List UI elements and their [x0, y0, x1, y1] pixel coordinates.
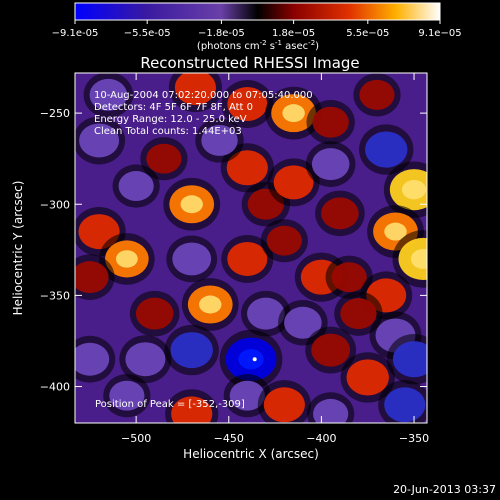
heatmap-blob — [75, 261, 109, 294]
heatmap-blob-core — [401, 179, 427, 200]
heatmap-blob — [340, 298, 377, 330]
heatmap-blob — [311, 333, 351, 367]
y-axis-ticks: −250 −300 −350 −400 — [40, 107, 427, 394]
chart-title: Reconstructed RHESSI Image — [140, 54, 359, 72]
heatmap-blob — [392, 341, 427, 378]
x-tick-label: −350 — [399, 432, 429, 445]
heatmap-blob — [109, 380, 145, 411]
heatmap-blob-core — [282, 104, 305, 123]
colorbar — [74, 2, 441, 21]
y-tick-label: −300 — [40, 198, 70, 211]
colorbar-tick-label: −5.5e-05 — [124, 28, 171, 39]
heatmap-blob — [201, 124, 238, 156]
info-line: 10-Aug-2004 07:02:20.000 to 07:05:40.000 — [94, 90, 313, 101]
heatmap-blob — [359, 79, 395, 110]
heatmap-blob — [266, 225, 302, 256]
info-line: Clean Total counts: 1.44E+03 — [94, 126, 242, 137]
heatmap-blob — [247, 297, 285, 330]
x-axis-label: Heliocentric X (arcsec) — [183, 447, 319, 461]
heatmap-blob — [89, 78, 128, 111]
heatmap-blob — [346, 359, 389, 396]
heatmap-blob — [172, 242, 212, 276]
heatmap-blob-core — [384, 222, 407, 241]
heatmap-blob — [227, 241, 268, 276]
info-line: Energy Range: 12.0 - 25.0 keV — [94, 114, 247, 125]
x-tick-label: −500 — [121, 432, 151, 445]
heatmap-blob — [226, 150, 268, 186]
heatmap-blob — [263, 387, 305, 423]
colorbar-unit-label: (photons cm-2 s-1 asec-2) — [197, 39, 319, 52]
y-tick-label: −350 — [40, 289, 70, 302]
heatmap-blob — [174, 73, 217, 106]
heatmap-blob-core — [115, 250, 138, 268]
peak-marker — [252, 357, 257, 362]
colorbar-tick-label: −9.1e-05 — [52, 28, 99, 39]
x-tick-label: −450 — [214, 432, 244, 445]
x-axis-ticks: −500 −450 −400 −350 — [121, 73, 429, 445]
heatmap-blob — [321, 197, 359, 230]
heatmap-blob — [79, 123, 120, 158]
date-stamp: 20-Jun-2013 03:37 — [393, 483, 496, 496]
observation-info: 10-Aug-2004 07:02:20.000 to 07:05:40.000… — [94, 90, 313, 137]
colorbar-tick-label: 1.8e−05 — [272, 28, 315, 39]
heatmap-blob — [171, 396, 213, 423]
y-axis-label: Heliocentric Y (arcsec) — [11, 181, 25, 316]
heatmap-blob-core — [180, 195, 203, 214]
peak-position-label: Position of Peak = [-352,-309] — [95, 399, 245, 410]
heatmap-blob — [135, 297, 174, 330]
colorbar-tick-label: 5.5e−05 — [346, 28, 389, 39]
heatmap-blob — [170, 332, 213, 369]
heatmap-blob — [125, 342, 166, 377]
heatmap-blob-core — [238, 349, 264, 370]
heatmap-image — [75, 73, 427, 423]
y-tick-label: −250 — [40, 107, 70, 120]
heatmap-blob — [146, 143, 182, 174]
heatmap-blob — [229, 380, 265, 411]
heatmap-blob — [313, 398, 349, 423]
heatmap-blob — [284, 306, 322, 339]
colorbar-ticks: −9.1e-05 −5.5e-05 −1.8e-05 1.8e−05 5.5e−05 9.… — [52, 20, 462, 39]
colorbar-tick-label: 9.1e−05 — [418, 28, 461, 39]
heatmap-blob — [75, 342, 110, 376]
heatmap-blob — [227, 86, 268, 121]
colorbar-tick-label: −1.8e-05 — [198, 28, 245, 39]
y-tick-label: −400 — [40, 381, 70, 394]
heatmap-blob — [312, 106, 349, 138]
x-tick-label: −400 — [306, 432, 336, 445]
heatmap-blob-core — [199, 295, 222, 314]
info-line: Detectors: 4F 5F 6F 7F 8F, Att 0 — [94, 102, 253, 113]
heatmap-blob — [273, 165, 314, 200]
heatmap-blob — [365, 131, 408, 168]
plot-frame — [74, 72, 428, 424]
heatmap-blob — [331, 262, 367, 293]
heatmap-blob — [311, 148, 350, 181]
heatmap-blob — [118, 171, 154, 201]
heatmap-blob-core — [410, 249, 427, 269]
heatmap-blob — [384, 387, 426, 423]
